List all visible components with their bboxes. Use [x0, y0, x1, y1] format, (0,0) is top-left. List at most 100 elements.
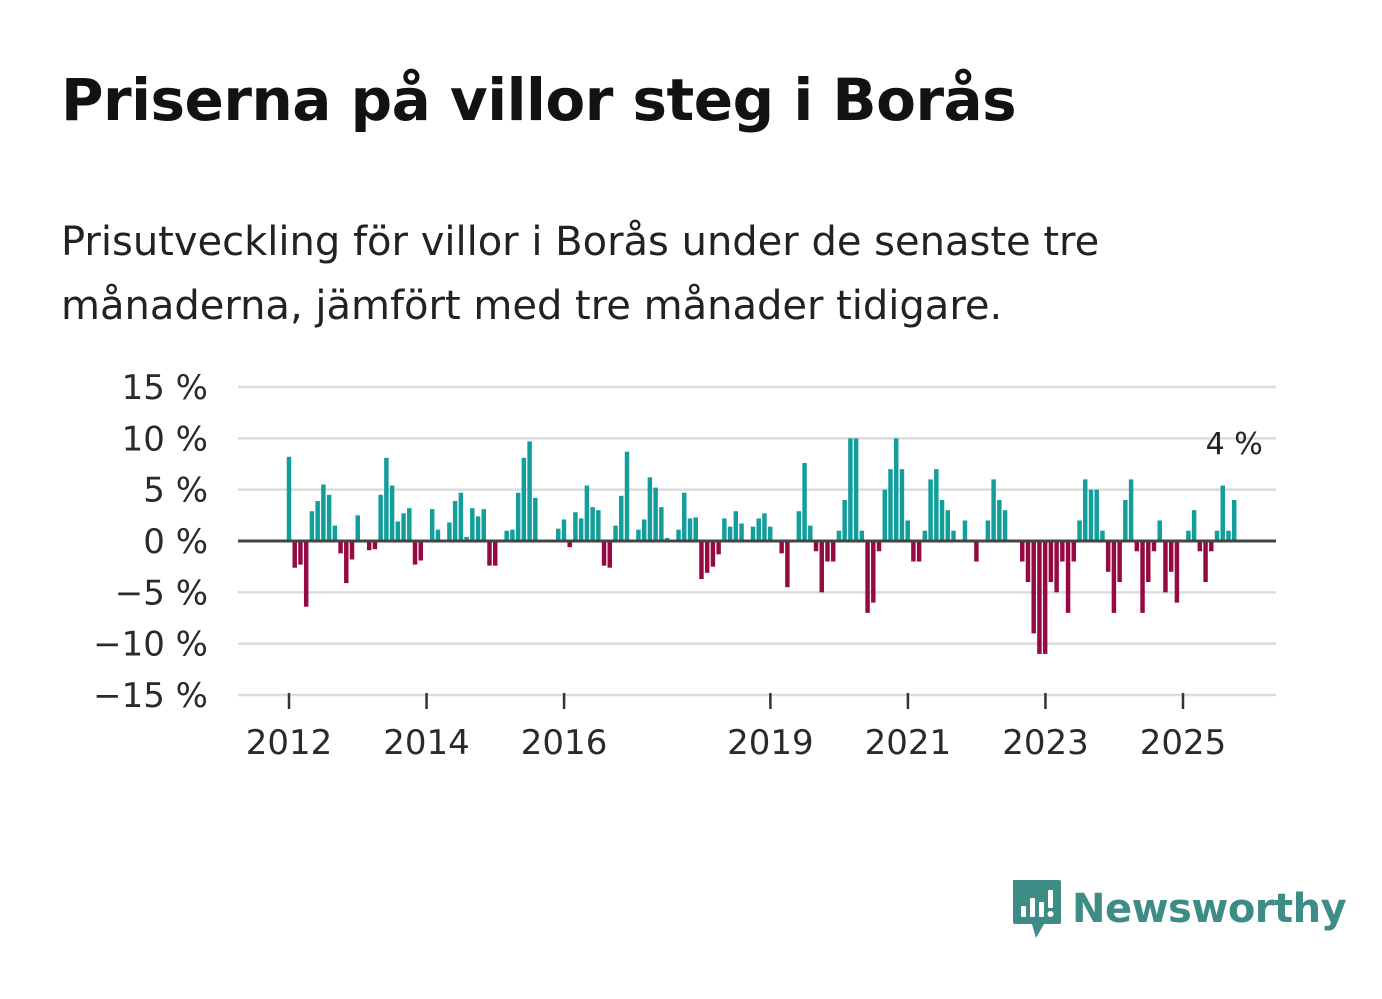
- bar: [819, 541, 824, 593]
- bar: [916, 541, 922, 562]
- bar: [510, 529, 515, 541]
- bar: [384, 457, 389, 541]
- bar: [682, 492, 687, 541]
- bar: [452, 500, 458, 541]
- bar: [1002, 510, 1008, 541]
- bar: [1083, 479, 1088, 541]
- chart-title: Priserna på villor steg i Borås: [61, 66, 1017, 134]
- x-tick-label: 2019: [727, 723, 814, 763]
- bars: [286, 438, 1237, 654]
- bar: [1197, 541, 1203, 552]
- bar: [1214, 530, 1220, 541]
- bar: [1111, 541, 1117, 613]
- bar: [888, 469, 893, 541]
- bar: [464, 536, 469, 541]
- bar: [292, 541, 297, 568]
- y-tick-label: 15 %: [122, 368, 208, 408]
- bar: [928, 479, 933, 541]
- bar: [882, 489, 887, 541]
- x-tick-label: 2021: [865, 723, 952, 763]
- bar: [664, 537, 670, 541]
- bar: [922, 530, 928, 541]
- bar: [1140, 541, 1145, 613]
- bar: [756, 518, 761, 541]
- bar: [974, 541, 979, 562]
- bar: [527, 441, 532, 541]
- bar: [830, 541, 836, 562]
- bar: [332, 525, 338, 541]
- bar: [676, 529, 681, 541]
- bar: [647, 477, 653, 541]
- bar: [458, 492, 464, 541]
- bar: [372, 541, 378, 550]
- bar: [1123, 499, 1128, 541]
- x-tick-label: 2012: [246, 723, 333, 763]
- x-tick-label: 2014: [383, 723, 470, 763]
- x-tick-label: 2016: [521, 723, 608, 763]
- bar: [871, 541, 876, 603]
- bar: [338, 541, 343, 554]
- bar: [762, 513, 767, 541]
- bar: [1071, 541, 1077, 562]
- bar: [515, 492, 521, 541]
- bar: [1077, 520, 1082, 541]
- bar: [905, 520, 910, 541]
- bar: [853, 438, 859, 541]
- bar: [962, 520, 968, 541]
- bar: [722, 518, 727, 541]
- bar: [556, 528, 561, 541]
- bar: [1146, 541, 1151, 583]
- bar: [693, 517, 698, 541]
- bar: [813, 541, 819, 552]
- x-tick-label: 2025: [1140, 723, 1227, 763]
- y-tick-label: −10 %: [93, 625, 208, 665]
- bar: [1054, 541, 1059, 593]
- bar: [836, 530, 842, 541]
- bar: [893, 438, 899, 541]
- bar: [447, 522, 452, 541]
- bar: [1060, 541, 1065, 562]
- bar: [1048, 541, 1054, 583]
- bar: [1226, 530, 1231, 541]
- bar: [1031, 541, 1036, 634]
- bar: [1105, 541, 1111, 572]
- bar: [945, 510, 951, 541]
- bar: [1128, 479, 1134, 541]
- bar: [596, 510, 601, 541]
- bar: [842, 499, 847, 541]
- bar: [934, 469, 939, 541]
- bar: [1168, 541, 1174, 572]
- bar: [1220, 485, 1225, 541]
- bar: [355, 515, 360, 541]
- y-axis: 15 % 10 % 5 % 0 % −5 % −10 % −15 %: [93, 368, 208, 716]
- bar: [326, 494, 332, 541]
- bar: [613, 525, 618, 541]
- chart-subtitle: Prisutveckling för villor i Borås under …: [61, 219, 1100, 329]
- bar: [865, 541, 870, 613]
- bar: [848, 438, 853, 541]
- bar: [567, 541, 572, 548]
- bar: [911, 541, 916, 562]
- bar: [1020, 541, 1025, 562]
- newsworthy-logo-icon: [1013, 880, 1061, 938]
- bar: [578, 518, 584, 541]
- bar: [808, 525, 813, 541]
- brand-name: Newsworthy: [1072, 886, 1347, 932]
- bar: [985, 520, 991, 541]
- bar: [1191, 510, 1197, 541]
- bar: [487, 541, 492, 566]
- bar: [1163, 541, 1168, 593]
- y-tick-label: −5 %: [115, 573, 208, 613]
- bar: [1134, 541, 1140, 552]
- bar: [704, 541, 710, 573]
- bar: [859, 530, 865, 541]
- y-tick-label: 0 %: [143, 522, 208, 562]
- bar: [401, 513, 406, 541]
- bar: [378, 494, 383, 541]
- bar: [1117, 541, 1122, 583]
- bar: [435, 529, 441, 541]
- bar: [997, 499, 1002, 541]
- bar: [389, 485, 395, 541]
- latest-value-label: 4 %: [1206, 427, 1263, 462]
